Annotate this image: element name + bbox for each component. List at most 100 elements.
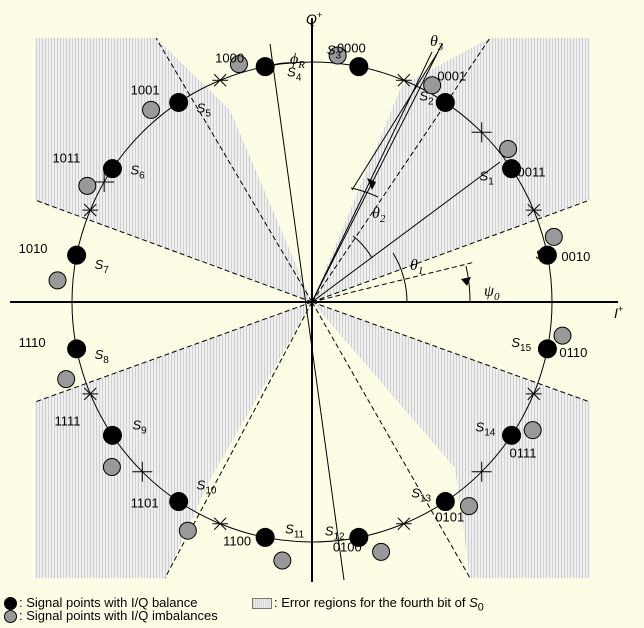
imbalance-point [229, 55, 248, 74]
balance-point [502, 159, 522, 179]
gray-dot-icon [4, 610, 17, 624]
imbalance-point [48, 271, 67, 290]
signal-label: S13 [411, 486, 431, 505]
imbalance-point [78, 176, 97, 195]
error-region-lower-right [312, 302, 590, 578]
region-boundaries [34, 37, 591, 579]
signal-label-index: 6 [139, 171, 145, 182]
bit-code: 0100 [333, 539, 362, 554]
bit-code: 0001 [437, 68, 466, 83]
signal-label-symbol: S [197, 478, 206, 493]
signal-label-symbol: S [476, 419, 485, 434]
signal-label: S9 [132, 417, 147, 436]
boundary-star [525, 387, 542, 401]
signal-label-index: 9 [141, 425, 147, 436]
bit-code: 1011 [52, 151, 80, 166]
signal-label-index: 10 [205, 486, 217, 497]
signal-label-index: 15 [520, 343, 532, 354]
boundary-marks [82, 73, 542, 531]
signal-label: S6 [130, 163, 145, 182]
balance-point [102, 159, 122, 179]
imbalance-point [142, 100, 161, 119]
error-region-lower-left [35, 302, 312, 578]
balance-point [67, 245, 87, 265]
legend: : Signal points with I/Q balance : Error… [0, 595, 644, 624]
balance-point [349, 527, 369, 547]
bit-code: 0000 [337, 41, 366, 56]
bit-code: 1111 [54, 413, 80, 428]
signal-label-index: 12 [333, 531, 345, 542]
signal-label: S0 [535, 247, 550, 266]
psi0-label: ψ0 [484, 283, 500, 303]
legend-error-text: : Error regions for the fourth bit of [274, 595, 470, 610]
legend-balance: : Signal points with I/Q balance [4, 595, 198, 611]
signal-label: S2 [419, 88, 434, 107]
imbalance-point [57, 370, 76, 389]
signal-label: S10 [197, 478, 217, 497]
balance-point [169, 92, 189, 112]
balance-point [255, 57, 275, 77]
imbalance-point [273, 551, 292, 570]
bit-code: 1000 [215, 51, 244, 66]
boundary-star [82, 203, 99, 217]
signal-label-index: 8 [103, 355, 109, 366]
signal-label-index: 4 [296, 73, 302, 84]
bit-code: 0010 [561, 249, 590, 264]
bit-code: 0110 [559, 345, 587, 360]
boundary-cross [471, 461, 492, 482]
legend-balance-text: : Signal points with I/Q balance [19, 595, 198, 610]
axes [10, 18, 618, 582]
boundary-cross [132, 461, 153, 482]
legend-error-sub: 0 [477, 601, 484, 614]
theta2-label: θ2 [372, 205, 386, 225]
boundary-star [212, 517, 228, 531]
psi-arrowhead [461, 277, 471, 286]
bit-code: 1001 [131, 82, 160, 97]
imbalance-point [178, 521, 197, 540]
balance-point [102, 425, 122, 445]
signal-label-symbol: S [130, 163, 139, 178]
signal-label-symbol: S [327, 43, 336, 58]
bit-code: 0111 [510, 445, 537, 460]
bit-code: 1010 [19, 241, 48, 256]
signal-label-symbol: S [411, 486, 420, 501]
imbalance-point [372, 542, 391, 561]
balance-point [537, 245, 557, 265]
balance-point [169, 492, 189, 512]
reference-lines [269, 43, 501, 581]
signal-label-symbol: S [419, 88, 428, 103]
error-regions [35, 38, 590, 578]
signal-label-symbol: S [285, 521, 294, 536]
signal-labels: S0 0010S10011S20001S30000S41000S51001S610… [19, 41, 591, 555]
imbalance-point [523, 421, 542, 440]
signal-label: S7 [95, 257, 110, 276]
balance-point [537, 339, 557, 359]
error-region-upper-left [35, 38, 312, 302]
signal-label-symbol: S [511, 335, 520, 350]
bit-code: 0101 [435, 510, 464, 525]
balance-point [255, 527, 275, 547]
boundary-star [396, 517, 412, 531]
theta3-label: θ3 [430, 33, 444, 53]
hatched-region-icon [252, 598, 272, 610]
signal-label-index: 2 [428, 96, 434, 107]
signal-label-symbol: S [197, 100, 206, 115]
boundary-cross [94, 172, 115, 192]
boundary-star [82, 387, 99, 401]
imbalance-point [423, 76, 442, 95]
signal-label-symbol: S [287, 65, 296, 80]
signal-label-index: 5 [205, 108, 211, 119]
theta-arrowhead [367, 178, 376, 190]
imbalance-point [328, 46, 347, 65]
imbalance-point [102, 457, 121, 476]
signal-label: S15 [511, 335, 531, 354]
boundary-star [212, 73, 228, 87]
signal-label-index: 7 [103, 265, 109, 276]
signal-label-index: 11 [294, 529, 305, 540]
signal-label: S11 [285, 521, 304, 540]
balance-point [349, 57, 369, 77]
boundary-star [396, 73, 412, 87]
bit-code: 1100 [223, 533, 251, 548]
legend-imbalance-text: : Signal points with I/Q imbalances [19, 608, 218, 623]
legend-imbalance: : Signal points with I/Q imbalances [4, 608, 218, 624]
